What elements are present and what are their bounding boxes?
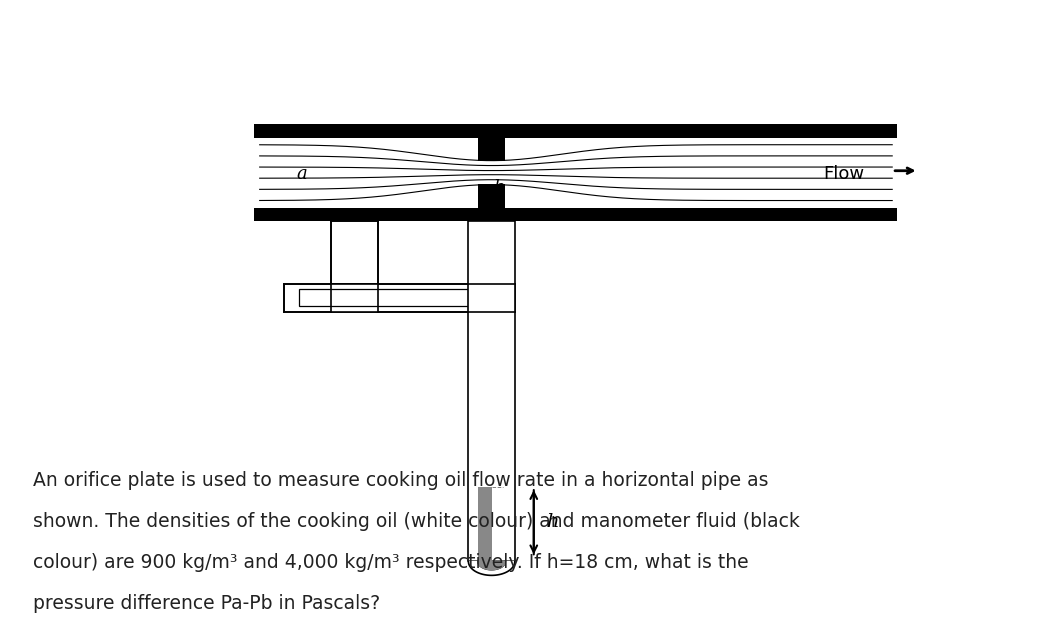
Bar [478, 124, 505, 161]
Bar [478, 487, 492, 561]
Bar [331, 283, 377, 311]
Text: shown. The densities of the cooking oil (white colour) and manometer fluid (blac: shown. The densities of the cooking oil … [33, 512, 800, 531]
Bar [478, 184, 505, 222]
FancyBboxPatch shape [468, 222, 515, 561]
Polygon shape [478, 561, 505, 569]
Text: h: h [546, 513, 559, 531]
FancyBboxPatch shape [331, 222, 377, 283]
Text: a: a [296, 165, 308, 183]
Text: pressure difference Pa-Pb in Pascals?: pressure difference Pa-Pb in Pascals? [33, 594, 381, 613]
Text: An orifice plate is used to measure cooking oil flow rate in a horizontal pipe a: An orifice plate is used to measure cook… [33, 471, 768, 490]
Text: Flow: Flow [823, 165, 865, 183]
Bar [255, 138, 897, 208]
Text: b: b [494, 180, 505, 197]
Text: colour) are 900 kg/m³ and 4,000 kg/m³ respectively. If h=18 cm, what is the: colour) are 900 kg/m³ and 4,000 kg/m³ re… [33, 553, 748, 572]
FancyBboxPatch shape [299, 289, 505, 306]
FancyBboxPatch shape [284, 283, 515, 311]
Polygon shape [468, 561, 515, 575]
Bar [255, 124, 897, 138]
Bar [255, 208, 897, 222]
